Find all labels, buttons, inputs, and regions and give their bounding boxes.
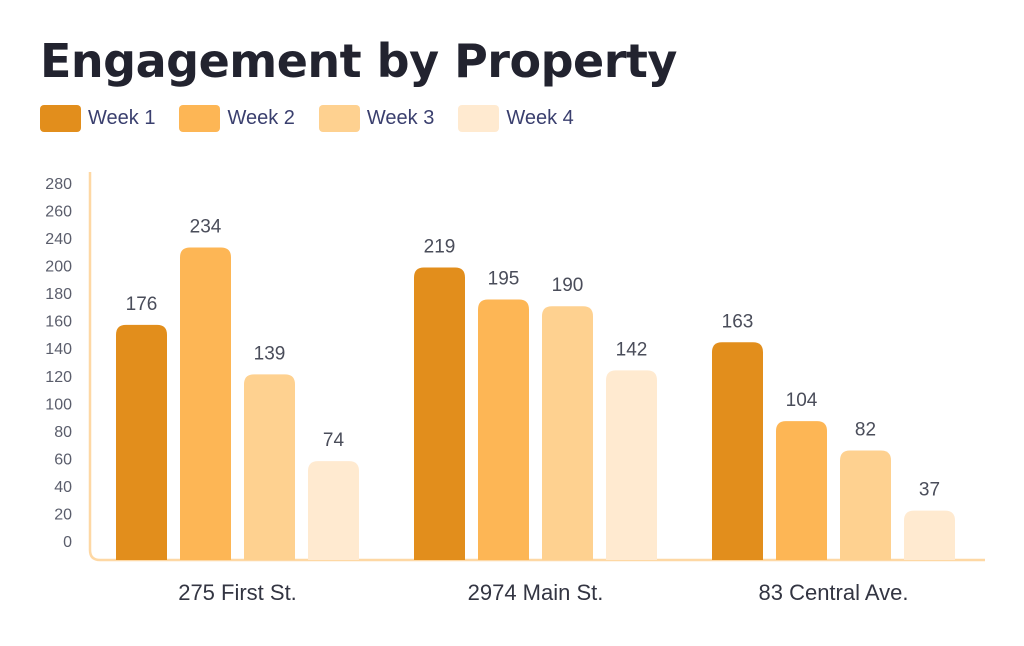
data-label: 142: [616, 339, 648, 360]
x-tick-label: 83 Central Ave.: [758, 580, 908, 605]
data-label: 190: [552, 275, 584, 296]
legend-label-week-3: Week 3: [366, 107, 435, 129]
bar: [478, 299, 529, 560]
legend-swatch-week-3: [318, 105, 360, 132]
legend-item-week-2: Week 2: [179, 105, 295, 132]
axis-line: [88, 172, 985, 562]
bar: [180, 247, 231, 560]
legend-label-week-1: Week 1: [88, 107, 156, 129]
bar: [606, 370, 657, 560]
y-tick-label: 200: [45, 259, 72, 276]
legend-swatch-week-1: [40, 105, 81, 132]
y-tick-label: 100: [45, 396, 72, 413]
y-tick-label: 140: [45, 341, 72, 358]
y-tick-label: 160: [45, 314, 72, 331]
data-label: 163: [722, 311, 754, 332]
data-label: 139: [254, 343, 286, 364]
x-tick-label: 2974 Main St.: [468, 580, 604, 605]
data-label: 74: [323, 430, 345, 451]
bar: [712, 342, 763, 560]
data-label: 234: [190, 216, 222, 237]
bar: [308, 461, 359, 560]
legend-item-week-1: Week 1: [40, 105, 155, 132]
bar: [776, 421, 827, 560]
legend-swatch-week-4: [458, 105, 500, 132]
legend-swatch-week-2: [179, 105, 221, 132]
legend-label-week-2: Week 2: [227, 107, 295, 129]
legend: Week 1 Week 2 Week 3 Week 4: [40, 105, 598, 132]
y-tick-label: 60: [54, 451, 72, 468]
data-label: 195: [488, 269, 520, 290]
bar: [116, 324, 167, 560]
y-tick-label: 0: [63, 534, 72, 551]
y-tick-label: 120: [45, 369, 72, 386]
legend-label-week-4: Week 4: [506, 107, 574, 129]
bar: [840, 450, 891, 560]
legend-item-week-4: Week 4: [458, 105, 574, 132]
chart-title: Engagement by Property: [40, 34, 677, 88]
legend-item-week-3: Week 3: [318, 105, 435, 132]
y-tick-label: 280: [45, 176, 72, 193]
y-tick-label: 80: [54, 424, 72, 441]
bar: [244, 374, 295, 560]
y-tick-label: 20: [54, 506, 72, 523]
data-label: 176: [126, 294, 158, 315]
y-tick-label: 240: [45, 231, 72, 248]
data-label: 219: [424, 236, 456, 257]
y-tick-label: 40: [54, 479, 72, 496]
bar: [904, 510, 955, 560]
data-label: 104: [786, 390, 818, 411]
x-tick-label: 275 First St.: [178, 580, 297, 605]
bar: [414, 267, 465, 560]
data-label: 37: [919, 480, 940, 501]
bar: [542, 306, 593, 560]
y-tick-label: 260: [45, 204, 72, 221]
data-label: 82: [855, 419, 876, 440]
y-tick-label: 180: [45, 286, 72, 303]
